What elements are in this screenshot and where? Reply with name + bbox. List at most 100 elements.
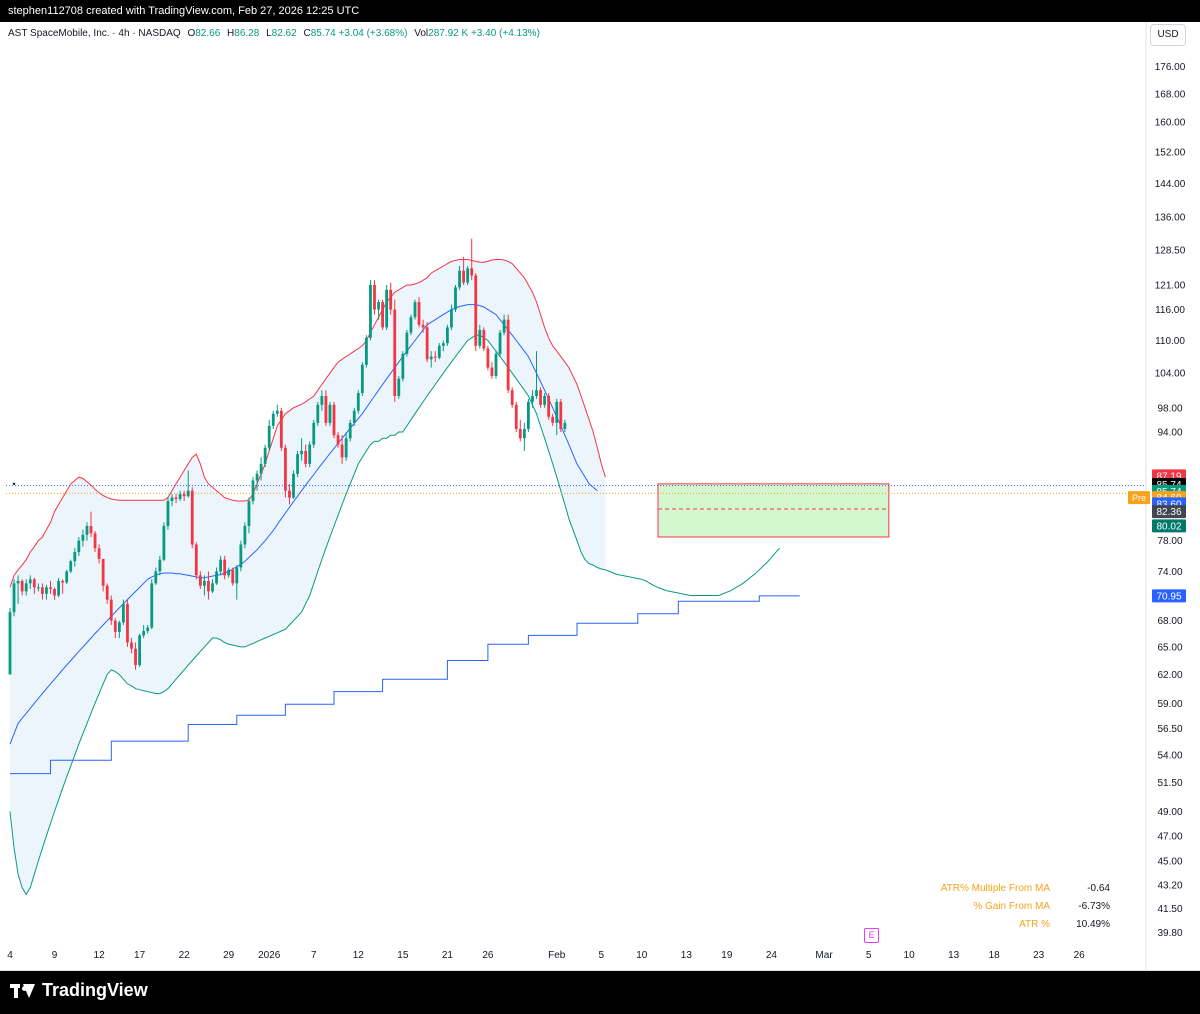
candle-body [518, 428, 522, 439]
price-label-text: 87.19 [1156, 471, 1181, 482]
candle-body [543, 396, 546, 405]
x-tick-label: 12 [353, 950, 365, 961]
candle-body [263, 447, 267, 464]
x-tick-label: Feb [548, 950, 566, 961]
y-tick-label: 39.80 [1157, 928, 1182, 939]
candle-body [109, 599, 113, 621]
candle-body [113, 620, 117, 632]
candle-body [413, 302, 417, 318]
earnings-marker[interactable]: E [864, 928, 879, 943]
bollinger-upper-line [9, 259, 606, 588]
candle-body [494, 353, 498, 376]
candle-body [231, 569, 235, 584]
x-tick-label: 9 [52, 950, 58, 961]
price-label-text: 80.02 [1156, 521, 1181, 532]
x-tick-label: 5 [866, 950, 872, 961]
candle-body [304, 450, 308, 464]
x-tick-label: 10 [904, 950, 916, 961]
candle-body [142, 631, 146, 636]
candle-body [316, 404, 320, 423]
candle-body [332, 404, 336, 436]
y-tick-label: 136.00 [1155, 212, 1186, 223]
low-label: L [266, 28, 272, 39]
candle-body [126, 603, 129, 643]
y-tick-label: 43.20 [1157, 880, 1182, 891]
candle-body [227, 569, 231, 576]
candle-body [539, 390, 542, 405]
price-label-text: 70.95 [1156, 591, 1181, 602]
open-label: O [187, 28, 196, 39]
candle-body [45, 587, 48, 594]
candle-body [89, 525, 93, 534]
candle-body [531, 396, 534, 402]
tradingview-logo[interactable]: TradingView [10, 980, 148, 1001]
candle-body [57, 580, 60, 596]
candle-body [69, 561, 73, 572]
candle-body [117, 622, 121, 632]
pre-market-badge [1128, 491, 1150, 505]
currency-button[interactable]: USD [1150, 24, 1186, 46]
candle-body [255, 473, 259, 481]
candle-body [61, 580, 65, 583]
candle-body [77, 540, 81, 553]
y-tick-label: 47.00 [1157, 831, 1182, 842]
stats-row-atr-multiple: ATR% Multiple From MA -0.64 [900, 880, 1110, 898]
candle-body [122, 603, 125, 623]
attribution-text: stephen112708 created with TradingView.c… [8, 5, 360, 17]
candle-body [308, 444, 312, 464]
y-tick-label: 144.00 [1155, 179, 1186, 190]
x-tick-label: 22 [179, 950, 191, 961]
candle-body [166, 501, 170, 526]
y-tick-label: 168.00 [1155, 89, 1186, 100]
footer-bar: TradingView [0, 971, 1200, 1014]
stats-label: ATR% Multiple From MA [940, 883, 1050, 894]
candle-body [130, 642, 133, 649]
y-tick-label: 160.00 [1155, 118, 1186, 129]
candle-body [203, 580, 206, 586]
change-value: +3.04 (+3.68%) [338, 28, 408, 39]
step-support-line [10, 595, 800, 775]
candle-body [324, 396, 328, 423]
candle-body [421, 324, 425, 328]
candle-body [559, 401, 563, 429]
x-tick-label: 12 [94, 950, 106, 961]
attribution-bar: stephen112708 created with TradingView.c… [0, 0, 1200, 22]
pre-market-label: Pre [1132, 493, 1146, 503]
candle-body [450, 309, 453, 328]
x-tick-label: 21 [442, 950, 454, 961]
y-tick-label: 78.00 [1157, 536, 1182, 547]
candle-body [235, 567, 239, 584]
symbol-name[interactable]: AST SpaceMobile, Inc. · 4h · NASDAQ [8, 28, 181, 39]
chart-frame[interactable] [0, 22, 1200, 971]
candle-body [12, 583, 16, 613]
candle-body [215, 571, 218, 584]
candle-body [267, 425, 271, 448]
candle-body [482, 329, 486, 349]
candle-body [478, 329, 482, 346]
x-tick-label: 26 [1074, 950, 1086, 961]
candle-body [563, 422, 567, 429]
candle-body [510, 390, 514, 405]
x-tick-label: 29 [223, 950, 235, 961]
candle-body [377, 302, 380, 310]
y-tick-label: 62.00 [1157, 670, 1182, 681]
stats-row-gain-from-ma: % Gain From MA -6.73% [900, 898, 1110, 916]
candle-body [506, 319, 510, 391]
candle-body [247, 501, 251, 526]
candle-body [356, 393, 360, 411]
x-tick-label: 19 [721, 950, 733, 961]
candle-body [348, 422, 352, 439]
candle-body [381, 302, 384, 328]
candle-body [365, 337, 368, 365]
candle-body [441, 343, 445, 346]
candle-body [186, 490, 190, 497]
price-chart[interactable]: 176.00 168.00 160.00 152.00 144.00 136.00 128.… [0, 0, 1200, 971]
candle-body [369, 284, 372, 338]
x-tick-label: 23 [1033, 950, 1045, 961]
candle-body [340, 444, 344, 458]
y-tick-label: 94.00 [1157, 428, 1182, 439]
candle-body [344, 438, 348, 458]
x-tick-label: 2026 [258, 950, 281, 961]
y-tick-label: 54.00 [1157, 750, 1182, 761]
candle-body [101, 558, 105, 586]
